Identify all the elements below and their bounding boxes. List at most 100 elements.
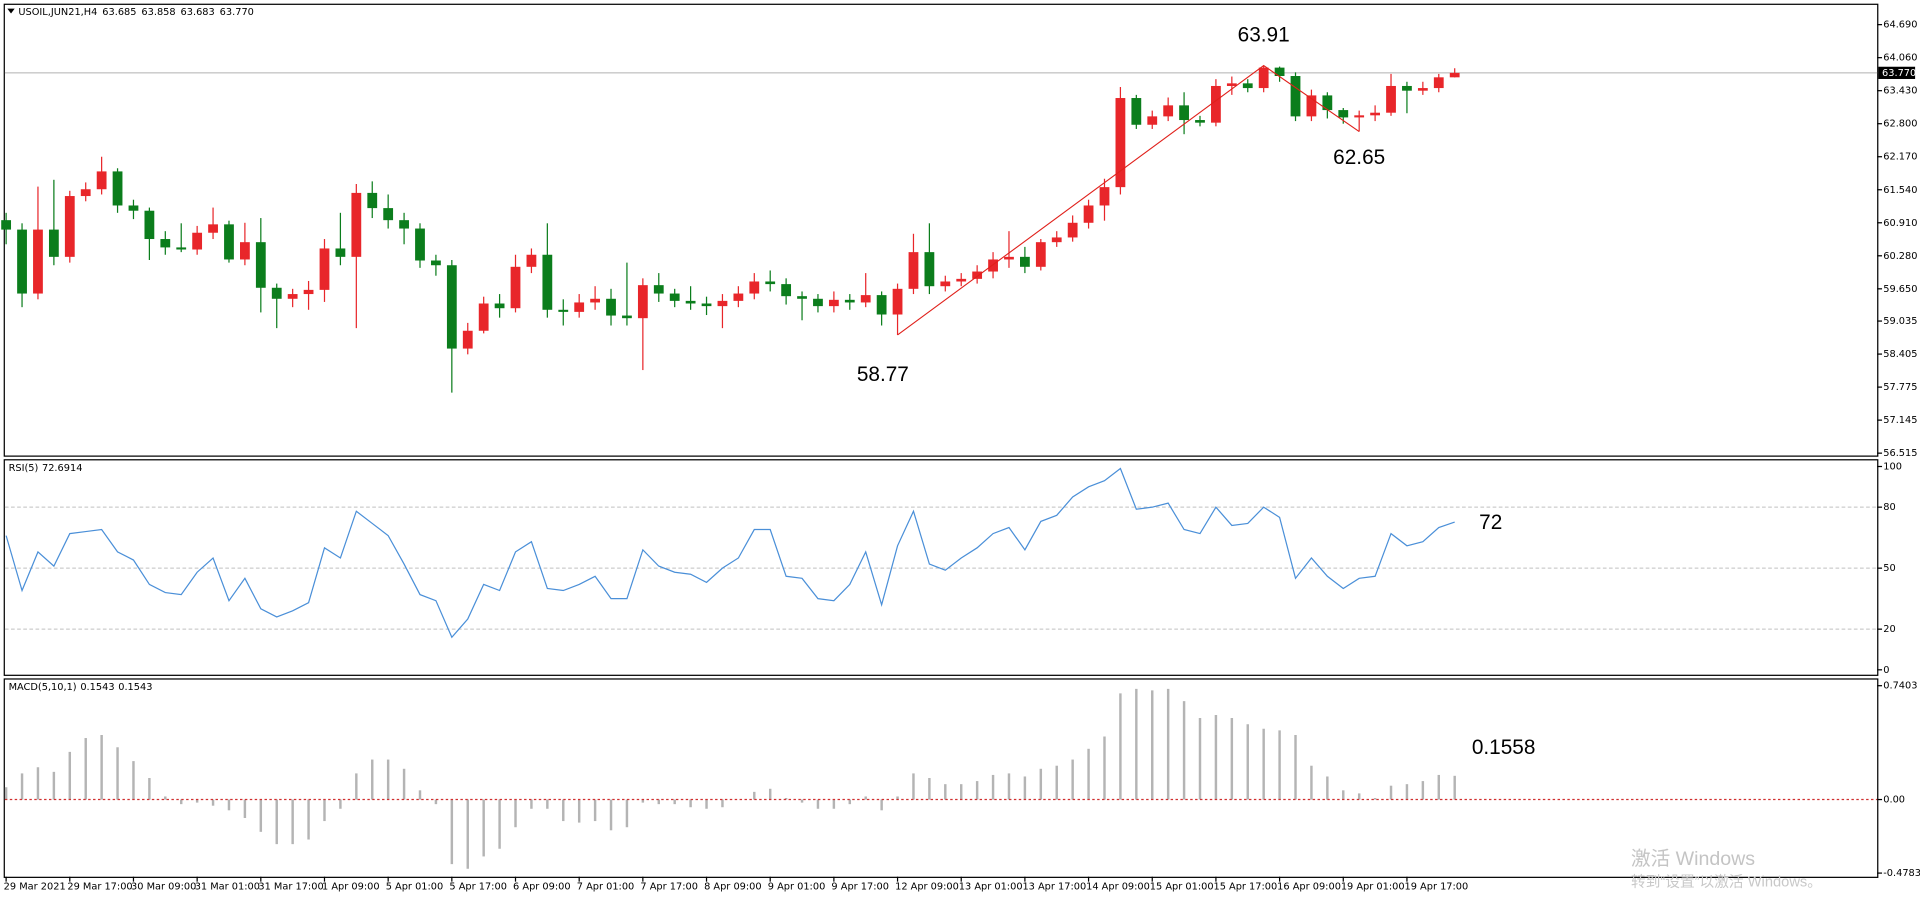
y-tick-label: 58.405	[1883, 349, 1917, 360]
x-tick-label: 19 Apr 01:00	[1341, 882, 1405, 893]
candle-body	[255, 242, 266, 288]
zigzag-line	[897, 64, 1360, 336]
x-tick-label: 13 Apr 01:00	[959, 882, 1023, 893]
candle-body	[542, 254, 553, 310]
candle-body	[1051, 237, 1062, 243]
price-tag-label: 63.770	[1882, 68, 1916, 79]
ohlc-value: 63.770	[220, 7, 254, 18]
x-tick-label: 19 Apr 17:00	[1404, 882, 1468, 893]
candle-body	[303, 289, 314, 295]
candle-body	[287, 294, 298, 299]
candle-body	[319, 248, 330, 290]
candle-body	[781, 284, 792, 297]
candle-body	[335, 248, 346, 257]
candle-body	[399, 220, 409, 229]
x-tick-label: 8 Apr 09:00	[704, 882, 762, 893]
y-tick-label: 0.7403	[1883, 681, 1917, 692]
candle-body	[144, 210, 155, 240]
x-tick-label: 31 Mar 01:00	[195, 882, 260, 893]
x-tick-label: 9 Apr 01:00	[768, 882, 826, 893]
y-tick-label: 100	[1883, 462, 1902, 473]
candle-body	[1417, 88, 1428, 91]
candle-body	[1131, 98, 1142, 125]
pivot-label: 58.77	[857, 363, 909, 386]
ohlc-value: 63.685	[102, 7, 136, 18]
candle-body	[240, 242, 250, 260]
candle-body	[860, 295, 871, 303]
candle-body	[1083, 205, 1094, 223]
candle-body	[80, 189, 91, 197]
candle-body	[1370, 112, 1380, 116]
x-tick-label: 13 Apr 17:00	[1022, 882, 1086, 893]
macd-annotation: 0.1558	[1472, 736, 1536, 759]
y-tick-label: 63.430	[1883, 86, 1917, 97]
y-tick-label: 80	[1883, 502, 1895, 513]
candle-body	[653, 285, 664, 294]
candle-body	[797, 296, 807, 299]
candle-body	[1195, 120, 1205, 123]
price-header: USOIL,JUN21,H4 63.685 63.858 63.683 63.770	[18, 7, 254, 18]
candle-body	[733, 293, 744, 301]
candle-body	[749, 281, 760, 294]
candle-body	[844, 299, 855, 303]
indicator-name: MACD(5,10,1)	[9, 682, 77, 693]
macd-header: MACD(5,10,1) 0.1543 0.1543	[9, 682, 153, 693]
candle-body	[33, 229, 43, 294]
y-tick-label: -0.4783	[1883, 868, 1920, 879]
y-tick-label: 50	[1883, 563, 1895, 574]
rsi-header: RSI(5) 72.6914	[9, 463, 83, 474]
candle-body	[828, 299, 839, 307]
candle-body	[1004, 256, 1014, 260]
candle-body	[1338, 110, 1349, 118]
y-tick-label: 20	[1883, 624, 1895, 635]
candle-body	[701, 303, 712, 307]
candle-body	[1099, 187, 1110, 206]
y-tick-label: 0	[1883, 665, 1889, 676]
candle-body	[1, 220, 12, 230]
x-tick-label: 9 Apr 17:00	[831, 882, 889, 893]
candle-body	[1449, 72, 1460, 78]
x-tick-label: 7 Apr 01:00	[577, 882, 635, 893]
candle-body	[415, 228, 425, 261]
candle-body	[574, 302, 585, 312]
candle-body	[1163, 105, 1174, 117]
candle-body	[494, 303, 505, 309]
candle-body	[956, 278, 967, 282]
x-tick-label: 14 Apr 09:00	[1086, 882, 1150, 893]
pivot-label: 62.65	[1333, 146, 1385, 169]
candle-body	[48, 229, 59, 257]
x-tick-label: 5 Apr 17:00	[449, 882, 507, 893]
x-tick-label: 31 Mar 17:00	[258, 882, 323, 893]
candle-body	[224, 224, 234, 260]
candle-body	[590, 298, 600, 303]
candle-body	[813, 298, 823, 307]
candle-body	[383, 208, 394, 221]
candle-body	[1179, 105, 1189, 121]
candle-body	[1147, 116, 1158, 125]
candle-body	[351, 192, 362, 257]
rsi-annotation: 72	[1479, 511, 1502, 534]
candle-body	[526, 254, 537, 267]
candle-body	[1322, 95, 1333, 111]
ohlc-value: 63.683	[181, 7, 215, 18]
candle-body	[462, 330, 473, 349]
y-tick-label: 60.910	[1883, 218, 1917, 229]
candle-body	[478, 303, 489, 331]
x-tick-label: 5 Apr 01:00	[386, 882, 444, 893]
x-tick-label: 12 Apr 09:00	[895, 882, 959, 893]
ohlc-value: 63.858	[141, 7, 175, 18]
candle-body	[1274, 67, 1285, 77]
y-tick-label: 61.540	[1883, 185, 1917, 196]
candle-body	[1306, 95, 1317, 117]
x-tick-label: 29 Mar 2021	[4, 882, 66, 893]
candle-body	[1433, 77, 1444, 89]
candle-body	[112, 171, 123, 206]
candle-body	[128, 205, 139, 211]
x-tick-label: 16 Apr 09:00	[1277, 882, 1341, 893]
candle-body	[1035, 242, 1046, 267]
candle-body	[64, 196, 75, 257]
candle-body	[1402, 85, 1412, 91]
